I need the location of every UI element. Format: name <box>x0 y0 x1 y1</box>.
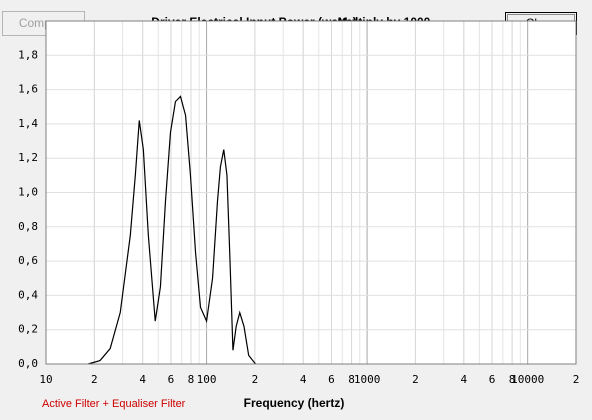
y-tick-label: 0,2 <box>18 323 38 336</box>
x-tick-label: 10 <box>39 373 52 386</box>
x-tick-label: 2 <box>573 373 580 386</box>
x-tick-label: 4 <box>460 373 467 386</box>
y-tick-label: 0,4 <box>18 288 38 301</box>
y-tick-label: 0,8 <box>18 220 38 233</box>
x-tick-label: 8 <box>348 373 355 386</box>
x-tick-label: 8 <box>509 373 516 386</box>
x-tick-label: 10000 <box>511 373 544 386</box>
y-tick-label: 1,2 <box>18 151 38 164</box>
grid <box>45 21 577 365</box>
y-tick-label: 1,6 <box>18 83 38 96</box>
x-tick-label: 1000 <box>354 373 381 386</box>
y-tick-label: 1,8 <box>18 48 38 61</box>
x-tick-label: 2 <box>252 373 259 386</box>
plot-border <box>45 20 577 365</box>
marks <box>87 95 257 365</box>
x-tick-label: 8 <box>188 373 195 386</box>
x-tick-label: 4 <box>139 373 146 386</box>
x-axis-label: Frequency (hertz) <box>244 396 345 410</box>
y-tick-label: 0,0 <box>18 357 38 370</box>
x-tick-label: 6 <box>168 373 175 386</box>
y-tick-label: 1,4 <box>18 117 38 130</box>
y-tick-label: 0,6 <box>18 254 38 267</box>
x-tick-label: 6 <box>328 373 335 386</box>
x-tick-label: 4 <box>300 373 307 386</box>
x-tick-label: 2 <box>91 373 98 386</box>
x-tick-label: 2 <box>412 373 419 386</box>
y-tick-label: 1,0 <box>18 186 38 199</box>
x-tick-label: 6 <box>489 373 496 386</box>
legend-label: Active Filter + Equaliser Filter <box>42 398 186 410</box>
x-tick-label: 100 <box>197 373 217 386</box>
series-line <box>87 95 257 365</box>
